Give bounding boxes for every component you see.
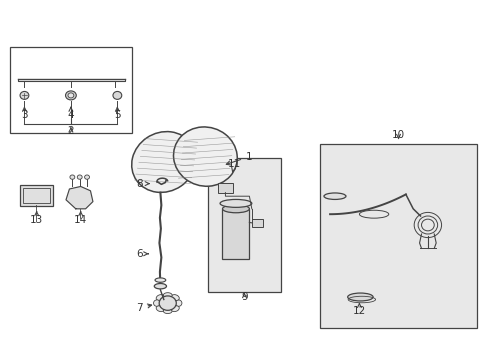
Text: 5: 5 <box>114 107 121 120</box>
Bar <box>207 158 281 292</box>
FancyBboxPatch shape <box>20 185 53 206</box>
Text: 9: 9 <box>241 292 247 302</box>
Ellipse shape <box>323 193 346 199</box>
Ellipse shape <box>153 300 160 306</box>
Ellipse shape <box>84 175 89 179</box>
Text: 14: 14 <box>74 212 87 225</box>
Ellipse shape <box>68 93 74 98</box>
Ellipse shape <box>220 199 251 207</box>
Text: 13: 13 <box>30 212 43 225</box>
Ellipse shape <box>159 296 176 310</box>
Ellipse shape <box>113 91 122 99</box>
Text: 1: 1 <box>226 152 252 165</box>
Ellipse shape <box>20 91 29 99</box>
Ellipse shape <box>173 127 237 186</box>
Ellipse shape <box>222 205 249 213</box>
Text: 3: 3 <box>21 107 28 120</box>
Ellipse shape <box>171 306 179 312</box>
Ellipse shape <box>171 294 179 301</box>
Ellipse shape <box>70 175 75 179</box>
Ellipse shape <box>156 306 164 312</box>
Text: 11: 11 <box>227 159 241 172</box>
Text: 7: 7 <box>136 303 151 313</box>
Text: 2: 2 <box>67 126 74 136</box>
Text: 4: 4 <box>67 107 74 120</box>
Text: 10: 10 <box>391 130 404 140</box>
Text: 12: 12 <box>352 303 366 316</box>
Bar <box>251 219 262 227</box>
Ellipse shape <box>131 132 196 192</box>
Text: 6: 6 <box>136 249 148 259</box>
Ellipse shape <box>156 294 164 301</box>
Ellipse shape <box>77 175 82 179</box>
Polygon shape <box>66 186 93 209</box>
Bar <box>10 47 132 133</box>
Ellipse shape <box>163 309 172 314</box>
Bar <box>222 209 249 259</box>
Ellipse shape <box>175 300 182 306</box>
Text: 8: 8 <box>136 179 149 189</box>
Ellipse shape <box>154 284 166 289</box>
Ellipse shape <box>65 91 76 100</box>
Ellipse shape <box>163 293 172 298</box>
Bar <box>320 144 476 328</box>
Ellipse shape <box>347 293 372 301</box>
Ellipse shape <box>155 278 165 282</box>
Bar <box>218 183 232 193</box>
